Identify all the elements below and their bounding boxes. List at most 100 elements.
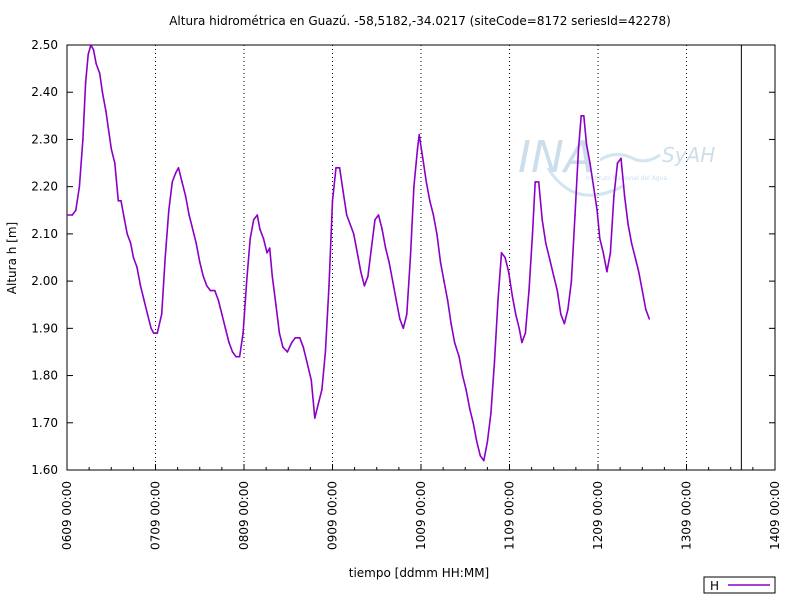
x-tick-label: 1409 00:00 bbox=[768, 481, 782, 550]
data-point bbox=[472, 422, 475, 424]
data-point bbox=[314, 417, 316, 419]
data-point bbox=[560, 313, 562, 316]
data-point bbox=[105, 110, 107, 112]
data-point bbox=[567, 308, 569, 311]
data-point bbox=[458, 355, 460, 358]
data-point bbox=[363, 285, 366, 287]
data-point bbox=[168, 209, 170, 212]
data-point bbox=[645, 308, 647, 311]
data-point bbox=[616, 162, 619, 164]
data-point bbox=[129, 242, 132, 245]
data-point bbox=[630, 242, 633, 245]
data-point bbox=[302, 346, 305, 349]
data-point bbox=[286, 351, 289, 353]
data-point bbox=[432, 214, 435, 216]
data-point bbox=[156, 332, 159, 334]
data-point bbox=[377, 214, 380, 216]
data-point bbox=[123, 218, 126, 221]
data-point bbox=[413, 185, 415, 188]
data-point bbox=[556, 289, 559, 292]
data-point bbox=[294, 337, 297, 339]
data-point bbox=[589, 162, 591, 164]
data-point bbox=[324, 351, 327, 353]
chart-title: Altura hidrométrica en Guazú. -58,5182,-… bbox=[169, 14, 671, 28]
data-point bbox=[235, 355, 237, 358]
y-axis-label: Altura h [m] bbox=[5, 222, 19, 294]
data-point bbox=[648, 318, 651, 320]
data-point bbox=[114, 162, 116, 164]
data-point bbox=[479, 455, 482, 457]
data-point bbox=[592, 185, 595, 188]
data-point bbox=[468, 407, 471, 410]
data-point bbox=[521, 341, 523, 344]
data-point bbox=[514, 313, 517, 316]
data-point bbox=[627, 223, 629, 226]
y-tick-label: 1.80 bbox=[31, 369, 58, 383]
data-point bbox=[275, 303, 277, 306]
ina-watermark: INA SyAH Instituto Nacional del Agua bbox=[518, 132, 715, 197]
data-point bbox=[184, 195, 187, 197]
data-point bbox=[252, 218, 255, 221]
y-tick-label: 2.40 bbox=[31, 85, 58, 99]
data-point bbox=[310, 379, 313, 382]
data-point bbox=[132, 256, 135, 259]
data-point bbox=[291, 341, 293, 344]
data-point bbox=[553, 275, 555, 278]
data-point bbox=[139, 285, 142, 287]
data-point bbox=[493, 360, 496, 363]
data-point bbox=[360, 270, 362, 273]
data-point bbox=[90, 44, 92, 46]
data-point bbox=[613, 195, 615, 197]
data-point bbox=[188, 214, 190, 216]
x-tick-label: 0909 00:00 bbox=[326, 481, 340, 550]
data-point bbox=[548, 256, 551, 259]
y-tick-label: 1.90 bbox=[31, 321, 58, 335]
data-point bbox=[299, 337, 301, 339]
data-point bbox=[637, 270, 640, 273]
y-tick-label: 2.00 bbox=[31, 274, 58, 288]
data-point bbox=[528, 289, 530, 292]
data-point bbox=[262, 237, 265, 240]
data-point bbox=[268, 247, 271, 249]
data-point bbox=[221, 313, 223, 316]
data-point bbox=[524, 332, 527, 334]
data-point bbox=[453, 341, 456, 344]
data-point bbox=[446, 299, 449, 301]
data-point bbox=[306, 360, 308, 363]
data-point bbox=[620, 157, 622, 160]
data-point bbox=[425, 181, 428, 183]
data-point bbox=[352, 233, 355, 235]
data-point bbox=[150, 327, 152, 330]
data-point bbox=[181, 181, 183, 183]
y-tick-label: 1.60 bbox=[31, 463, 58, 477]
data-point bbox=[384, 247, 387, 249]
data-point bbox=[596, 209, 598, 212]
data-point bbox=[537, 181, 540, 183]
data-point bbox=[120, 200, 122, 202]
data-point bbox=[143, 299, 145, 301]
x-tick-label: 0809 00:00 bbox=[237, 481, 251, 550]
data-point bbox=[602, 252, 605, 254]
data-point bbox=[402, 327, 405, 330]
data-point bbox=[418, 133, 421, 136]
data-point bbox=[416, 148, 419, 150]
data-point bbox=[195, 242, 197, 245]
data-point bbox=[214, 289, 216, 292]
data-point bbox=[599, 237, 601, 240]
data-point bbox=[541, 218, 543, 221]
data-point bbox=[78, 185, 81, 188]
data-point bbox=[231, 351, 234, 353]
watermark-caption: Instituto Nacional del Agua bbox=[586, 175, 667, 182]
watermark-wave bbox=[599, 153, 661, 163]
data-point bbox=[66, 214, 68, 216]
data-point bbox=[317, 403, 320, 405]
data-point bbox=[224, 327, 227, 330]
data-point bbox=[136, 266, 138, 268]
y-tick-label: 2.30 bbox=[31, 132, 58, 146]
data-point bbox=[228, 341, 230, 344]
data-point bbox=[483, 459, 485, 462]
data-point bbox=[641, 289, 644, 292]
y-tick-label: 2.20 bbox=[31, 180, 58, 194]
data-point bbox=[545, 242, 547, 245]
x-tick-label: 1209 00:00 bbox=[591, 481, 605, 550]
